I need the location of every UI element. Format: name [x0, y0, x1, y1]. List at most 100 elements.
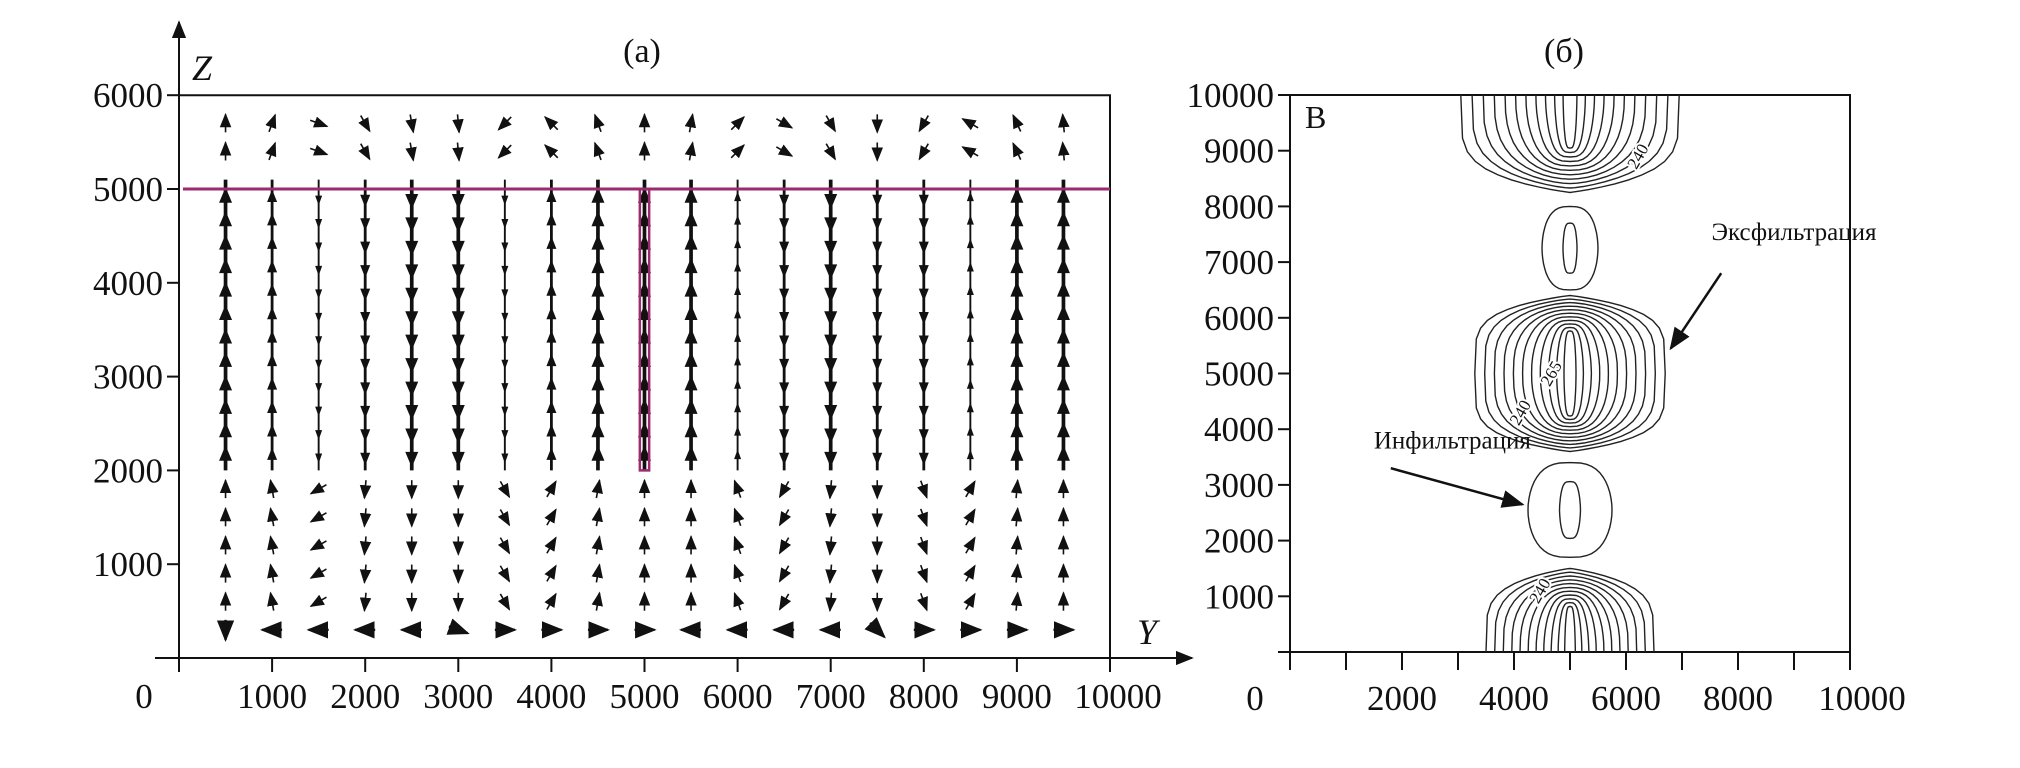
- flow-arrowhead: [267, 447, 278, 460]
- flow-arrowhead: [872, 429, 883, 442]
- flow-arrowhead: [638, 304, 651, 321]
- flow-arrowhead: [405, 334, 419, 351]
- vector-arrow: [593, 141, 605, 161]
- flow-arrowhead: [1056, 421, 1070, 438]
- vector-arrow: [358, 115, 371, 133]
- vector-arrow: [775, 116, 794, 129]
- vector-arrow: [778, 593, 792, 611]
- flow-arrowhead: [824, 240, 838, 257]
- y-tick-label: 2000: [1204, 522, 1274, 561]
- annotation-label: Эксфильтрация: [1711, 219, 1877, 246]
- flow-arrowhead: [966, 402, 974, 413]
- vector-arrow: [775, 144, 794, 157]
- y-tick-label: 9000: [1204, 132, 1274, 171]
- contour-line: [1543, 594, 1597, 652]
- contour-line: [1512, 308, 1628, 439]
- flow-arrowhead: [591, 281, 605, 297]
- flow-arrowhead: [1056, 351, 1070, 367]
- y-tick-label: 1000: [1204, 577, 1274, 616]
- flow-arrowhead: [315, 242, 323, 253]
- vector-arrow: [544, 144, 559, 159]
- flow-arrowhead: [872, 288, 883, 302]
- flow-arrowhead: [219, 281, 233, 297]
- flow-arrowhead: [824, 381, 838, 397]
- y-tick-label: 5000: [1204, 355, 1274, 394]
- flow-arrowhead: [1056, 328, 1070, 344]
- flow-arrowhead: [219, 421, 233, 438]
- flow-arrowhead: [501, 265, 509, 276]
- vector-arrow: [778, 537, 792, 555]
- x-tick-label: 9000: [982, 677, 1052, 716]
- flow-arrowhead: [1010, 374, 1024, 391]
- vector-arrow: [778, 565, 792, 583]
- flow-arrowhead: [405, 217, 419, 233]
- y-tick-label: 2000: [93, 451, 163, 490]
- flow-arrowhead: [734, 402, 742, 413]
- contour-line: [1535, 590, 1605, 652]
- flow-arrowhead: [872, 405, 883, 419]
- flow-arrowhead: [918, 452, 929, 466]
- vector-arrow: [1012, 142, 1024, 160]
- flow-arrowhead: [451, 381, 465, 397]
- flow-arrowhead: [824, 405, 838, 421]
- vector-arrow: [267, 563, 279, 583]
- y-tick-label: 10000: [1187, 76, 1275, 115]
- flow-arrowhead: [267, 330, 278, 343]
- flow-arrowhead: [638, 445, 651, 461]
- contour-line: [1483, 298, 1657, 449]
- highlight-rect: [638, 187, 651, 472]
- flow-arrowhead: [779, 241, 790, 255]
- vector-arrow: [544, 115, 559, 131]
- vector-arrow: [1012, 113, 1024, 132]
- vector-arrow: [446, 618, 470, 635]
- contour-line: [1514, 95, 1626, 172]
- flow-arrowhead: [872, 241, 883, 255]
- flow-arrowhead: [451, 264, 465, 280]
- flow-arrowhead: [501, 219, 509, 229]
- flow-arrowhead: [591, 445, 605, 461]
- flow-arrowhead: [779, 218, 790, 231]
- flow-arrowhead: [501, 453, 509, 464]
- flow-arrowhead: [734, 214, 742, 225]
- flow-arrowhead: [405, 451, 419, 468]
- flow-arrowhead: [1010, 328, 1024, 344]
- flow-arrowhead: [501, 430, 509, 440]
- contour-line: [1527, 461, 1613, 559]
- flow-arrowhead: [734, 449, 742, 460]
- vector-arrow: [1058, 141, 1070, 161]
- panel-b-contour: (б) В 0 2000 4000 6000 8000 10000 1000 2000 3000…: [1187, 33, 1906, 718]
- flow-arrowhead: [966, 425, 974, 436]
- flow-arrowhead: [872, 218, 883, 231]
- vector-arrow: [823, 143, 836, 161]
- vector-arrow: [684, 141, 697, 161]
- flow-arrowhead: [734, 378, 742, 389]
- flow-arrowhead: [267, 212, 278, 226]
- flow-arrowhead: [219, 445, 233, 461]
- flow-arrowhead: [219, 304, 233, 321]
- vector-arrow: [267, 535, 279, 555]
- flow-arrowhead: [546, 423, 557, 437]
- vector-arrow: [1010, 563, 1023, 583]
- flow-arrowhead: [824, 311, 838, 327]
- vector-arrow: [917, 592, 928, 612]
- x-tick-label: 2000: [1367, 679, 1437, 718]
- flow-arrowhead: [591, 398, 605, 414]
- flow-arrowhead: [219, 187, 233, 203]
- x-tick-label: 10000: [1074, 677, 1162, 716]
- flow-arrowhead: [966, 285, 974, 295]
- plot-frame: [179, 94, 1111, 658]
- flow-arrowhead: [734, 261, 742, 272]
- flow-arrowhead: [501, 383, 509, 393]
- flow-arrowhead: [684, 304, 698, 321]
- flow-arrowhead: [591, 328, 605, 344]
- flow-arrowhead: [684, 374, 698, 391]
- flow-arrowhead: [591, 304, 605, 321]
- contour-line: [1503, 305, 1637, 442]
- flow-arrowhead: [1010, 445, 1024, 461]
- annotation-arrow: [1390, 466, 1525, 508]
- flow-arrowhead: [546, 189, 557, 202]
- flow-arrowhead: [734, 355, 742, 366]
- flow-arrowhead: [360, 335, 371, 349]
- x-tick-label: 2000: [330, 677, 400, 716]
- contour-line: [1485, 567, 1655, 652]
